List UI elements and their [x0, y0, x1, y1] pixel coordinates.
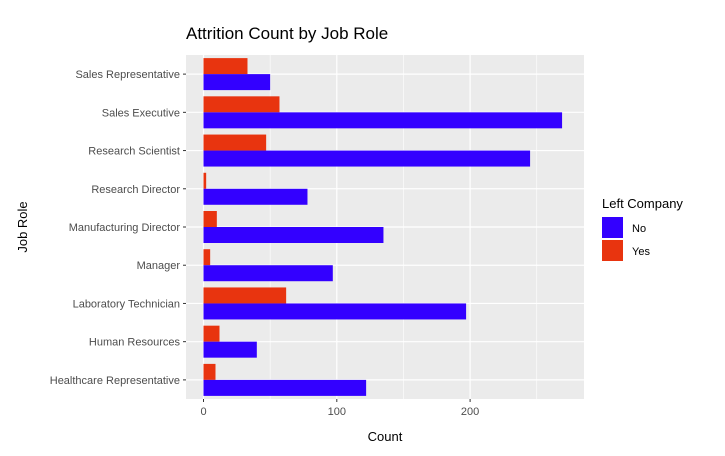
- legend-key-yes: [602, 240, 623, 261]
- x-axis-ticks: 0 100 200: [200, 399, 479, 418]
- y-tick-label: Sales Executive: [102, 107, 180, 119]
- bar-no: [203, 265, 333, 282]
- bars: [203, 58, 563, 396]
- bar-yes: [203, 249, 211, 266]
- y-tick-label: Healthcare Representative: [50, 375, 180, 387]
- y-tick-label: Manufacturing Director: [69, 222, 181, 234]
- bar-yes: [203, 134, 267, 151]
- legend-label-no: No: [632, 223, 646, 235]
- y-tick-label: Laboratory Technician: [73, 298, 180, 310]
- y-tick-label: Research Director: [91, 184, 180, 196]
- y-tick-label: Sales Representative: [75, 69, 180, 81]
- y-axis-ticks: Sales Representative Sales Executive Resea…: [50, 69, 186, 387]
- bar-yes: [203, 96, 280, 113]
- bar-yes: [203, 211, 217, 227]
- y-tick-label: Human Resources: [89, 337, 181, 349]
- legend-key-no: [602, 217, 623, 238]
- bar-yes: [203, 172, 207, 189]
- bar-no: [203, 150, 531, 167]
- y-tick-label: Manager: [137, 260, 181, 272]
- bar-yes: [203, 325, 220, 342]
- bar-yes: [203, 363, 216, 380]
- bar-yes: [203, 287, 287, 304]
- bar-yes: [203, 58, 248, 75]
- legend-title: Left Company: [602, 196, 683, 211]
- x-tick-label: 0: [200, 406, 206, 418]
- bar-no: [203, 74, 271, 91]
- bar-no: [203, 188, 308, 205]
- bar-no: [203, 341, 257, 358]
- x-tick-label: 200: [461, 406, 479, 418]
- legend: Left Company No Yes: [602, 196, 683, 261]
- bar-no: [203, 227, 384, 243]
- bar-no: [203, 303, 467, 320]
- chart-title: Attrition Count by Job Role: [186, 24, 388, 43]
- bar-no: [203, 112, 563, 129]
- x-axis-title: Count: [368, 429, 403, 444]
- y-axis-title: Job Role: [15, 201, 30, 252]
- y-tick-label: Research Scientist: [88, 146, 180, 158]
- bar-no: [203, 379, 367, 396]
- x-tick-label: 100: [328, 406, 346, 418]
- legend-label-yes: Yes: [632, 246, 650, 258]
